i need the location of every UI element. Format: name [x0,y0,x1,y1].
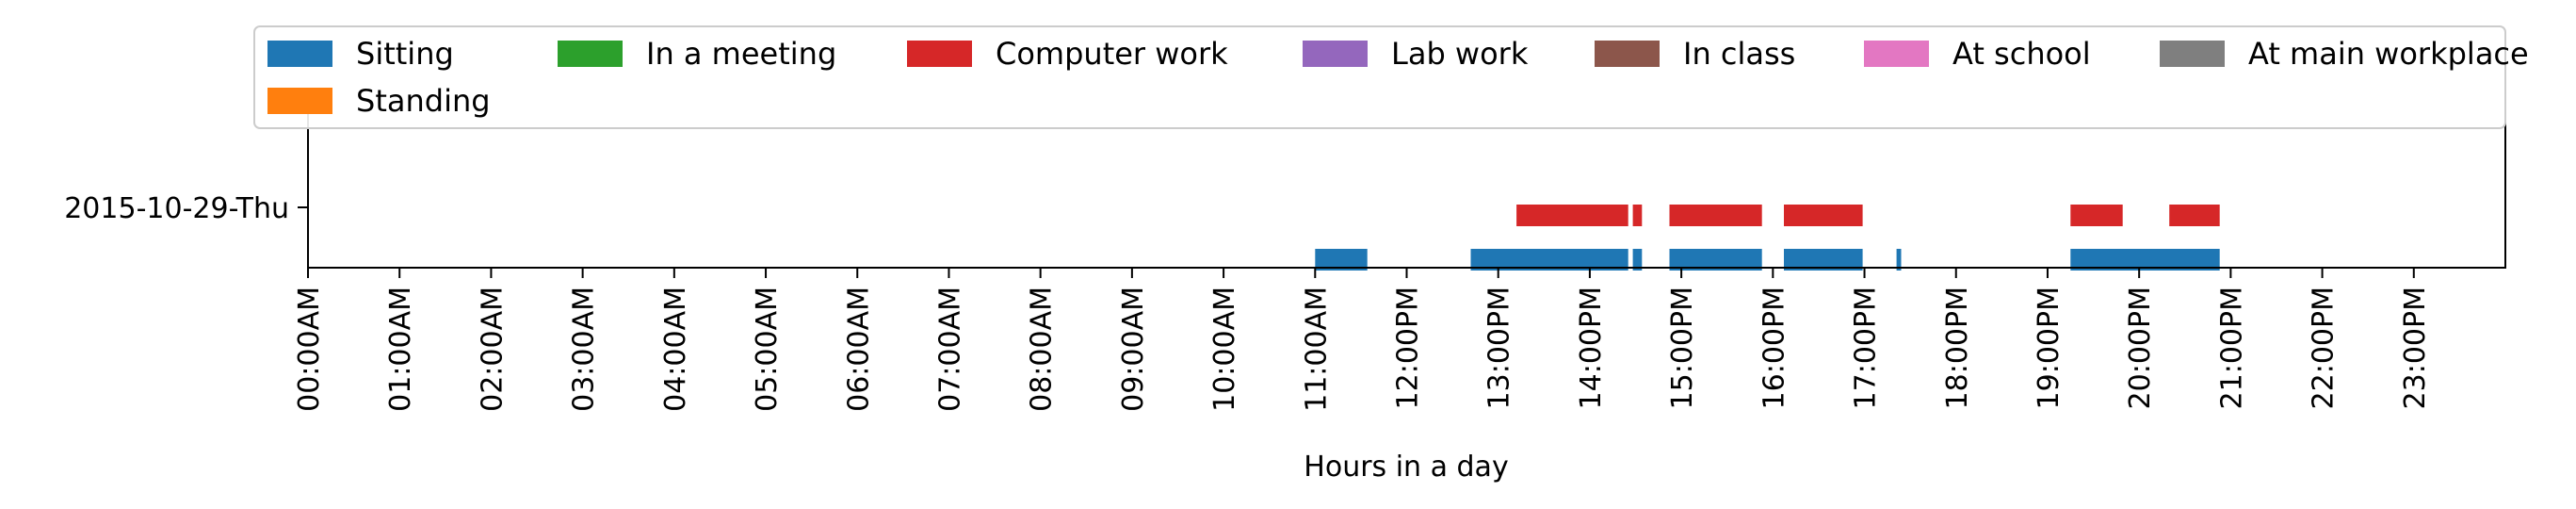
bar-sitting-0 [1315,249,1368,271]
x-tick-label-4: 04:00AM [659,287,692,412]
legend-frame [253,25,2506,129]
x-tick-label-1: 01:00AM [384,287,417,412]
chart-legend: Sitting In a meeting Computer work Lab work… [253,25,2529,129]
y-axis-ticks: 2015-10-29-Thu [64,192,308,225]
x-tick-label-5: 05:00AM [751,287,784,412]
x-tick-label-11: 11:00AM [1300,287,1333,412]
x-tick-label-14: 14:00PM [1575,287,1608,409]
legend-label-sitting: Sitting [356,36,454,72]
x-tick-label-22: 22:00PM [2308,287,2341,409]
bar-computer-work-0 [1516,205,1628,226]
x-axis-label: Hours in a day [1304,451,1508,484]
x-tick-label-10: 10:00AM [1208,287,1241,412]
x-tick-label-17: 17:00PM [1850,287,1883,409]
plot-area: 00:00AM 01:00AM 02:00AM 03:00AM 04:00AM 05:00… [64,113,2506,412]
x-tick-label-15: 15:00PM [1666,287,1699,409]
legend-swatch-in-class [1595,41,1660,67]
legend-label-at-main-workplace: At main workplace [2248,36,2529,72]
bar-computer-work-3 [1784,205,1863,226]
plot-axes [307,113,2506,269]
legend-label-lab-work: Lab work [1391,36,1529,72]
activity-bars [1315,205,2220,271]
x-tick-label-18: 18:00PM [1941,287,1974,409]
x-tick-label-23: 23:00PM [2399,287,2432,409]
x-tick-label-7: 07:00AM [933,287,966,412]
x-tick-label-13: 13:00PM [1483,287,1516,409]
bar-sitting-3 [1669,249,1762,271]
bar-sitting-1 [1470,249,1628,271]
legend-swatch-in-a-meeting [558,41,623,67]
legend-label-in-class: In class [1683,36,1795,72]
x-axis-ticks: 00:00AM 01:00AM 02:00AM 03:00AM 04:00AM 05:00… [293,268,2432,412]
legend-swatch-at-main-workplace [2160,41,2225,67]
x-tick-label-8: 08:00AM [1026,287,1059,412]
legend-label-in-a-meeting: In a meeting [646,36,836,72]
legend-label-at-school: At school [1952,36,2091,72]
legend-label-computer-work: Computer work [996,36,1228,72]
x-tick-label-19: 19:00PM [2033,287,2066,409]
legend-swatch-sitting [267,41,332,67]
bar-computer-work-5 [2169,205,2220,226]
x-tick-label-21: 21:00PM [2215,287,2248,409]
x-tick-label-6: 06:00AM [842,287,875,412]
legend-label-standing: Standing [356,83,491,119]
x-tick-label-0: 00:00AM [293,287,326,412]
bar-sitting-4 [1784,249,1863,271]
bar-computer-work-2 [1669,205,1762,226]
legend-swatch-computer-work [907,41,972,67]
bar-computer-work-1 [1632,205,1643,226]
x-tick-label-2: 02:00AM [476,287,509,412]
x-tick-label-12: 12:00PM [1392,287,1425,409]
legend-swatch-at-school [1864,41,1929,67]
bar-sitting-5 [1896,249,1902,271]
x-tick-label-3: 03:00AM [568,287,601,412]
x-tick-label-20: 20:00PM [2124,287,2157,409]
x-tick-label-16: 16:00PM [1758,287,1790,409]
x-tick-label-9: 09:00AM [1117,287,1150,412]
legend-swatch-lab-work [1303,41,1368,67]
bar-sitting-2 [1632,249,1643,271]
y-tick-label-0: 2015-10-29-Thu [64,192,289,225]
legend-swatch-standing [267,88,332,114]
bar-computer-work-4 [2070,205,2123,226]
bar-sitting-6 [2070,249,2220,271]
